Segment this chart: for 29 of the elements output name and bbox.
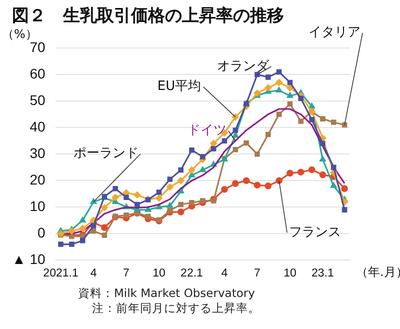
y-tick-label: 50 bbox=[30, 92, 46, 108]
x-tick-label: 10 bbox=[152, 267, 166, 280]
text: 注：前年同月に対する上昇率。 bbox=[91, 301, 261, 316]
y-tick-label: 60 bbox=[30, 65, 46, 82]
y-tick-label: 70 bbox=[30, 38, 46, 55]
text: フランス bbox=[289, 224, 342, 240]
y-tick-label: 40 bbox=[30, 118, 46, 134]
x-tick-label: 7 bbox=[254, 267, 260, 280]
x-tick-label: 2021.1 bbox=[43, 267, 78, 280]
text: 資料：Milk Market Observatory bbox=[78, 286, 256, 301]
x-axis-title: （年.月） bbox=[356, 265, 400, 280]
y-axis-title: （%） bbox=[2, 27, 38, 41]
series-label: ドイツ bbox=[187, 122, 226, 138]
y-tick-label: 10 bbox=[30, 198, 46, 214]
y-tick-label: 20 bbox=[30, 171, 46, 188]
x-tick-label: 4 bbox=[221, 267, 228, 280]
y-tick-label: 0 bbox=[38, 224, 46, 241]
text: EU平均 bbox=[157, 78, 202, 94]
text: イタリア bbox=[308, 24, 361, 40]
text: ポーランド bbox=[74, 146, 139, 161]
y-tick-label: ▲ 10 bbox=[12, 251, 46, 268]
chart-title: 図２ 生乳取引価格の上昇率の推移 bbox=[12, 6, 284, 26]
x-tick-label: 7 bbox=[123, 267, 130, 280]
y-tick-label: 30 bbox=[30, 144, 46, 161]
x-tick-label: 22.1 bbox=[180, 267, 203, 280]
x-tick-label: 23.1 bbox=[312, 267, 334, 280]
series-label: オランダ bbox=[217, 58, 270, 74]
x-tick-label: 10 bbox=[284, 267, 296, 280]
x-tick-label: 4 bbox=[90, 267, 98, 280]
